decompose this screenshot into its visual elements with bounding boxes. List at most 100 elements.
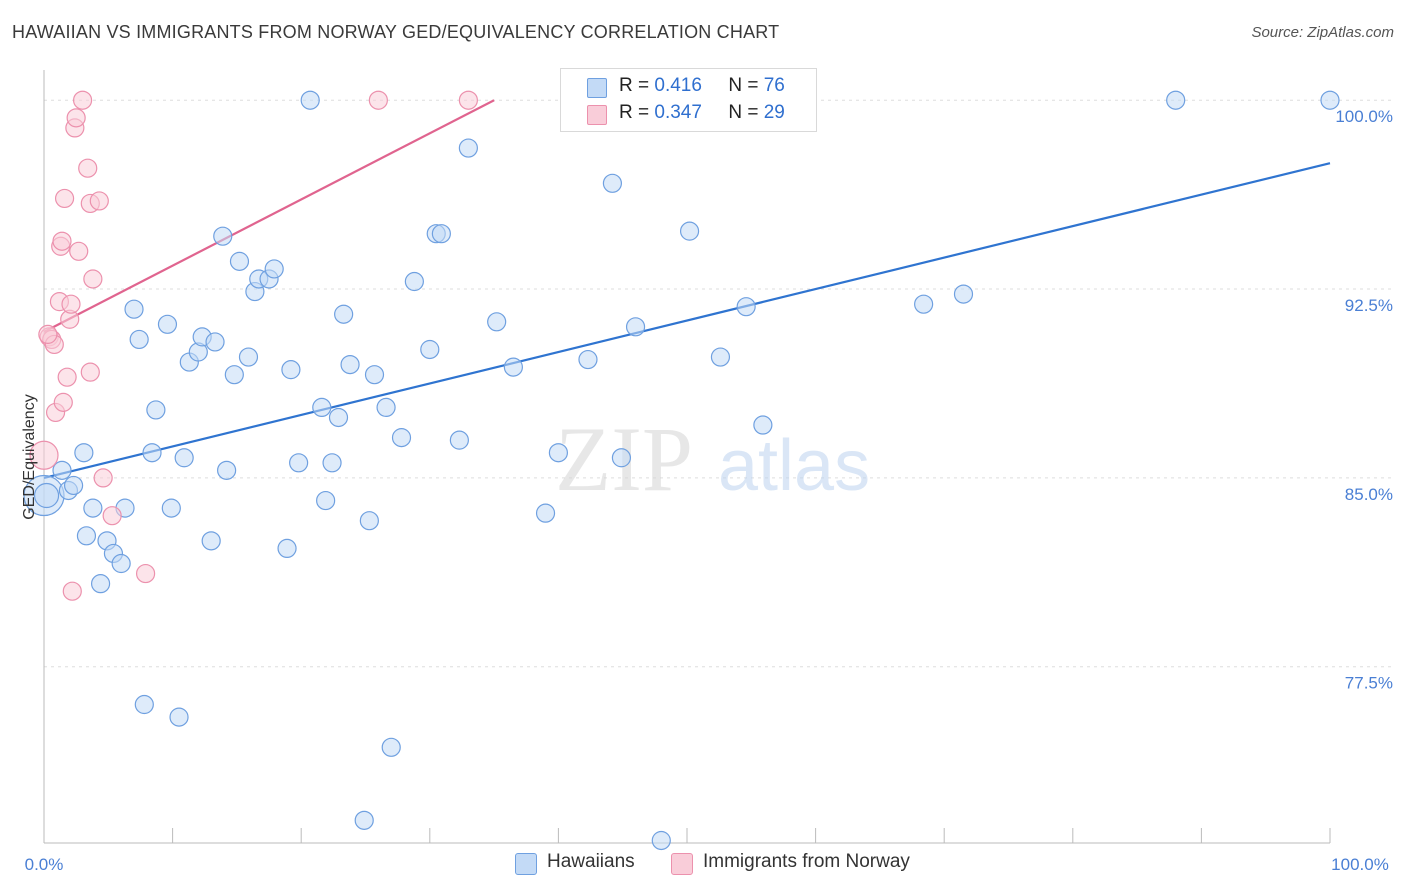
hawaiians-point: [391, 428, 412, 448]
trend-lines: [43, 99, 1331, 479]
hawaiians-point: [431, 224, 451, 244]
hawaiians-point: [679, 221, 700, 241]
legend-n-label: N =: [728, 75, 759, 96]
y-tick-label: 92.5%: [1345, 296, 1393, 315]
hawaiians-point: [63, 475, 84, 496]
hawaiians-point: [229, 251, 250, 271]
hawaiians-point: [174, 448, 194, 468]
norway-point: [69, 241, 89, 261]
norway-point: [135, 563, 156, 584]
trend-line-hawaiians: [43, 162, 1331, 479]
y-tick-label: 100.0%: [1335, 107, 1393, 126]
hawaiians-point: [322, 453, 342, 473]
hawaiians-point: [334, 304, 354, 324]
y-tick-label: 85.0%: [1345, 485, 1393, 504]
watermark: ZIP atlas: [555, 408, 870, 510]
hawaiians-point: [142, 443, 162, 463]
y-tick-label: 77.5%: [1345, 674, 1393, 693]
norway-point: [54, 188, 75, 209]
norway-point: [38, 324, 58, 344]
norway-point: [93, 468, 113, 488]
norway-point: [53, 392, 73, 412]
hawaiians-point: [124, 299, 144, 319]
norway-point: [66, 108, 86, 128]
hawaiians-point: [359, 511, 379, 531]
hawaiians-point: [134, 694, 154, 715]
x-ticks: [43, 828, 1331, 843]
norway-point: [52, 231, 72, 251]
hawaiians-point: [201, 531, 221, 551]
hawaiians-point: [312, 397, 332, 418]
source-credit: Source: ZipAtlas.com: [1251, 24, 1394, 41]
norway-point: [57, 367, 77, 387]
legend-r-label: R =: [619, 75, 650, 96]
x-tick-label-min: 0.0%: [25, 855, 64, 874]
norway-swatch: [671, 853, 693, 875]
hawaiians-point: [1320, 90, 1340, 110]
norway-point: [458, 90, 478, 110]
legend-r-label: R =: [619, 102, 650, 123]
hawaiians-point: [381, 737, 401, 757]
hawaiians-point: [74, 443, 94, 463]
norway-point: [89, 191, 109, 211]
hawaiians-point: [578, 349, 598, 370]
hawaiians-point: [354, 810, 374, 830]
hawaiians-point: [611, 448, 632, 468]
norway-point: [78, 158, 98, 178]
hawaiians-point: [487, 312, 507, 332]
hawaiians-point: [736, 297, 756, 317]
norway-point: [368, 90, 388, 110]
norway-point: [80, 362, 100, 382]
hawaiians-point: [213, 226, 233, 246]
watermark-atlas: atlas: [718, 426, 870, 506]
hawaiians-point: [458, 138, 478, 158]
legend-swatch-pink: [587, 105, 607, 125]
hawaiians-point: [90, 574, 111, 594]
y-tick-labels: 77.5% 85.0% 92.5% 100.0%: [1335, 107, 1393, 693]
norway-point: [62, 581, 82, 601]
hawaiians-point: [316, 490, 336, 511]
hawaiians-point: [129, 329, 149, 350]
hawaiians-point: [300, 90, 320, 110]
norway-point: [29, 440, 59, 470]
hawaiians-point: [1166, 90, 1186, 110]
hawaiians-point: [277, 538, 297, 559]
hawaiians-point: [281, 360, 301, 380]
hawaiians-point: [625, 317, 646, 337]
hawaiians-point: [52, 460, 72, 480]
hawaiians-point: [503, 357, 523, 377]
norway-label: Immigrants from Norway: [703, 851, 910, 872]
legend-n-value: 76: [763, 75, 785, 96]
norway-point: [61, 294, 81, 314]
correlation-legend: R = 0.416 N = 76 R = 0.347 N = 29: [560, 68, 817, 132]
hawaiians-point: [33, 482, 60, 509]
hawaiians-point: [76, 526, 97, 546]
hawaiians-point: [710, 347, 731, 367]
hawaiians-point: [224, 365, 244, 385]
hawaiians-point: [264, 259, 284, 279]
hawaiians-point: [535, 503, 556, 523]
grid-lines: [44, 99, 1395, 668]
hawaiians-point: [548, 443, 569, 463]
legend-r-value: 0.416: [654, 75, 702, 96]
hawaiians-point: [602, 173, 623, 193]
norway-point: [72, 90, 93, 110]
hawaiians-label: Hawaiians: [547, 851, 635, 872]
hawaiians-point: [364, 365, 385, 385]
legend-n-value: 29: [763, 102, 785, 123]
hawaiians-point: [157, 314, 178, 334]
hawaiians-point: [83, 498, 103, 518]
hawaiians-point: [328, 407, 349, 428]
hawaiians-point: [449, 430, 469, 450]
legend-r-value: 0.347: [654, 102, 702, 123]
hawaiians-point: [753, 415, 773, 435]
data-points: [23, 90, 1340, 851]
hawaiians-point: [420, 339, 440, 360]
hawaiians-point: [161, 498, 181, 518]
hawaiians-point: [111, 553, 131, 574]
norway-point: [83, 269, 103, 289]
hawaiians-point: [169, 707, 189, 727]
hawaiians-point: [404, 271, 424, 292]
trend-line-norway: [43, 99, 495, 333]
